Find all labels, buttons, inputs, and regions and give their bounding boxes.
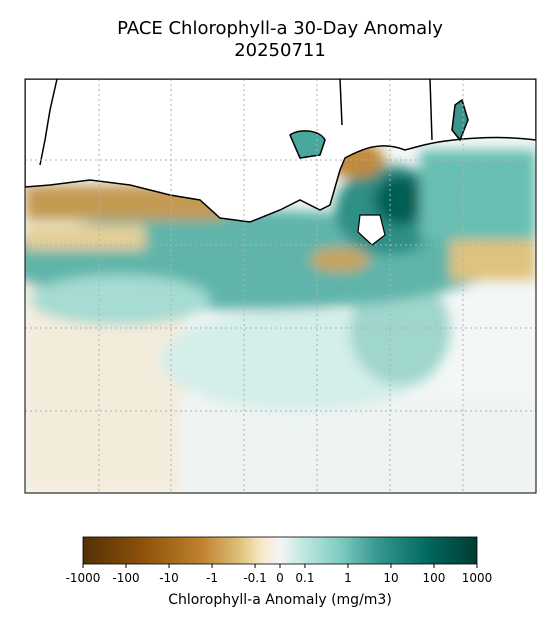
tick-label: 1000 xyxy=(462,571,493,585)
tick-label: 0.1 xyxy=(295,571,314,585)
tick-label: -0.1 xyxy=(243,571,266,585)
title: PACE Chlorophyll-a 30-Day Anomaly xyxy=(117,18,443,39)
tick-label: -1 xyxy=(206,571,218,585)
colorbar xyxy=(82,536,478,565)
grid xyxy=(25,79,536,493)
tick-label: -10 xyxy=(159,571,179,585)
colorbar-label: Chlorophyll-a Anomaly (mg/m3) xyxy=(168,592,392,608)
tick-label: 100 xyxy=(423,571,446,585)
map xyxy=(25,79,536,493)
subtitle: 20250711 xyxy=(234,40,326,61)
tick-label: 1 xyxy=(344,571,352,585)
map-frame xyxy=(24,78,537,494)
colorbar-ticks: -1000 -100 -10 -1 -0.1 0 0.1 1 10 100 1000 xyxy=(66,564,493,585)
tick-label: -100 xyxy=(112,571,139,585)
tick-label: 10 xyxy=(383,571,398,585)
tick-label: -1000 xyxy=(66,571,101,585)
tick-label: 0 xyxy=(276,571,284,585)
